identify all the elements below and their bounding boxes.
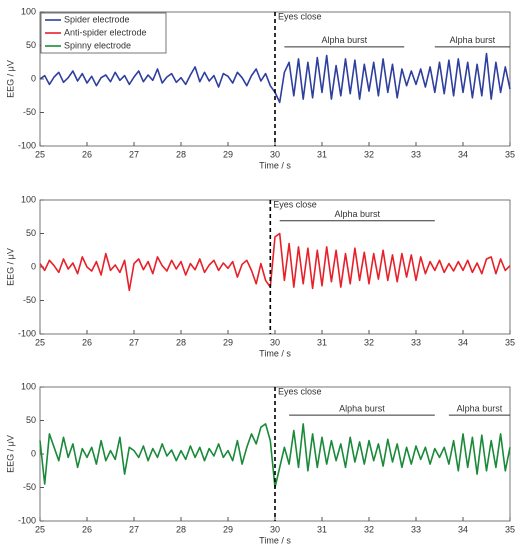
y-tick-label: 0: [31, 261, 36, 271]
burst-label: Alpha burst: [457, 404, 503, 414]
x-tick-label: 28: [176, 524, 186, 534]
y-tick-label: -50: [23, 482, 36, 492]
y-axis-label: EEG / μV: [5, 248, 15, 286]
burst-label: Alpha burst: [322, 35, 368, 45]
legend-box: [40, 12, 167, 54]
y-axis-label: EEG / μV: [5, 435, 15, 473]
annotation-text: Eyes close: [278, 387, 322, 397]
burst-label: Alpha burst: [334, 209, 380, 219]
x-tick-label: 34: [458, 524, 468, 534]
x-tick-label: 31: [317, 337, 327, 347]
x-tick-label: 35: [505, 149, 515, 159]
x-tick-label: 30: [270, 337, 280, 347]
y-tick-label: -100: [18, 515, 36, 525]
x-tick-label: 32: [364, 524, 374, 534]
y-tick-label: 100: [21, 6, 36, 16]
x-tick-label: 28: [176, 337, 186, 347]
panel: -100 -50 0 50 100 25 26 27 28 29 30 31 32 33 34 35 Time …: [5, 381, 515, 545]
y-tick-label: -100: [18, 328, 36, 338]
x-tick-label: 27: [129, 337, 139, 347]
x-tick-label: 35: [505, 524, 515, 534]
x-tick-label: 32: [364, 149, 374, 159]
x-tick-label: 30: [270, 524, 280, 534]
x-tick-label: 25: [35, 524, 45, 534]
annotation-text: Eyes close: [278, 12, 322, 22]
signal-line: [39, 423, 511, 489]
x-axis-label: Time / s: [259, 535, 291, 545]
x-tick-label: 27: [129, 524, 139, 534]
y-tick-label: 0: [31, 448, 36, 458]
x-tick-label: 26: [82, 149, 92, 159]
x-tick-label: 33: [411, 524, 421, 534]
x-tick-label: 32: [364, 337, 374, 347]
y-axis-label: EEG / μV: [5, 60, 15, 98]
x-tick-label: 29: [223, 337, 233, 347]
x-tick-label: 29: [223, 524, 233, 534]
x-tick-label: 33: [411, 149, 421, 159]
x-tick-label: 27: [129, 149, 139, 159]
x-tick-label: 25: [35, 337, 45, 347]
x-axis-label: Time / s: [259, 348, 291, 358]
x-tick-label: 34: [458, 337, 468, 347]
x-tick-label: 35: [505, 337, 515, 347]
y-tick-label: 100: [21, 194, 36, 204]
y-tick-label: 0: [31, 73, 36, 83]
legend: Spider electrode Anti-spider electrode Spi…: [40, 12, 167, 54]
legend-label: Spider electrode: [64, 14, 130, 24]
y-tick-label: -100: [18, 140, 36, 150]
y-tick-label: 50: [26, 415, 36, 425]
y-tick-label: -50: [23, 107, 36, 117]
y-tick-label: -50: [23, 295, 36, 305]
burst-label: Alpha burst: [339, 404, 385, 414]
x-tick-label: 26: [82, 524, 92, 534]
plot-frame: [39, 199, 511, 335]
panel: -100 -50 0 50 100 25 26 27 28 29 30 31 32 33 34 35 Time …: [5, 194, 515, 358]
x-axis-label: Time / s: [259, 160, 291, 170]
x-tick-label: 30: [270, 149, 280, 159]
x-tick-label: 31: [317, 149, 327, 159]
signal-line: [39, 232, 511, 292]
x-tick-label: 28: [176, 149, 186, 159]
x-tick-label: 26: [82, 337, 92, 347]
legend-label: Anti-spider electrode: [64, 27, 147, 37]
x-tick-label: 33: [411, 337, 421, 347]
x-tick-label: 31: [317, 524, 327, 534]
annotation-text: Eyes close: [273, 200, 317, 210]
x-tick-label: 29: [223, 149, 233, 159]
panel: -100 -50 0 50 100 25 26 27 28 29 30 31 32 33 34 35 Time …: [5, 6, 515, 170]
x-tick-label: 34: [458, 149, 468, 159]
legend-label: Spinny electrode: [64, 40, 131, 50]
y-tick-label: 100: [21, 381, 36, 391]
y-tick-label: 50: [26, 40, 36, 50]
burst-label: Alpha burst: [450, 35, 496, 45]
x-tick-label: 25: [35, 149, 45, 159]
y-tick-label: 50: [26, 228, 36, 238]
